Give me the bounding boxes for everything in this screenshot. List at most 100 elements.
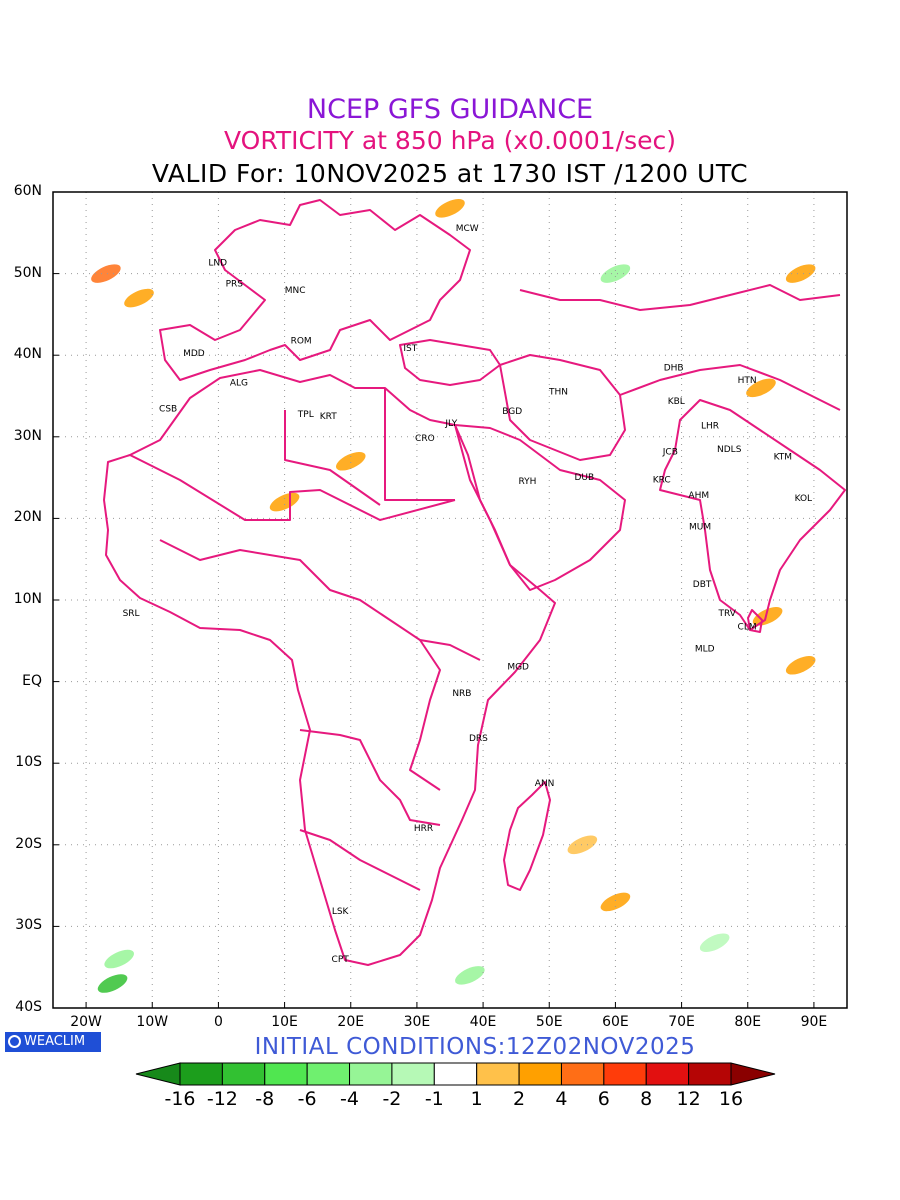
colorbar-swatches — [135, 1062, 776, 1086]
colorbar-swatch — [433, 1062, 478, 1086]
station-label: MUM — [689, 523, 711, 533]
y-axis-label: 10N — [13, 591, 42, 607]
vorticity-patch — [91, 264, 121, 283]
station-label: DHB — [664, 364, 684, 374]
x-axis-label: 10W — [136, 1014, 169, 1030]
colorbar-label: 6 — [597, 1088, 610, 1110]
station-label: HRR — [414, 824, 433, 834]
colorbar-swatch — [349, 1062, 393, 1086]
colorbar-label: 2 — [513, 1088, 526, 1110]
station-label: TPL — [297, 410, 314, 420]
map-subtitle-variable: VORTICITY at 850 hPa (x0.0001/sec) — [223, 126, 676, 155]
europe-coastline — [159, 199, 471, 381]
y-axis-label: 30S — [15, 917, 42, 934]
station-label: DRS — [469, 734, 488, 744]
station-label: MLD — [695, 644, 715, 654]
vorticity-patch — [435, 199, 465, 218]
vorticity-patch — [335, 452, 366, 471]
station-label: ANN — [535, 779, 555, 789]
station-label: KOL — [795, 494, 813, 504]
egypt-border — [384, 388, 455, 501]
colorbar-high-arrow — [730, 1062, 776, 1086]
map-title: NCEP GFS GUIDANCE — [306, 94, 594, 125]
y-axis-label: 60N — [13, 183, 42, 199]
station-label: NRB — [452, 689, 471, 699]
station-label: CSB — [159, 404, 177, 414]
station-label: IST — [403, 344, 417, 354]
colorbar-swatch — [264, 1062, 308, 1086]
weaclim-badge[interactable]: WEACLIM — [5, 1032, 101, 1052]
iran-border — [499, 354, 626, 461]
colorbar-label: 12 — [676, 1088, 701, 1110]
colorbar-swatch — [306, 1062, 351, 1086]
colorbar-label: -16 — [164, 1088, 196, 1110]
axis-ticks — [53, 191, 815, 1009]
station-label: CRO — [415, 434, 435, 444]
colorbar-swatch — [179, 1062, 223, 1086]
vorticity-patch — [124, 288, 154, 308]
station-label: SRL — [123, 609, 140, 619]
station-label: ROM — [291, 337, 312, 347]
x-axis-label: 0 — [213, 1014, 223, 1030]
country-borders — [103, 199, 846, 966]
colorbar-label: 4 — [555, 1088, 568, 1110]
x-axis-label: 20E — [337, 1014, 365, 1030]
vorticity-patch — [97, 974, 128, 993]
y-axis-label: 20N — [13, 509, 42, 526]
station-label: NDLS — [717, 445, 742, 455]
southern-africa-border — [299, 829, 421, 891]
y-axis-label: 40S — [15, 999, 42, 1015]
vorticity-patch — [785, 264, 816, 283]
x-axis-label: 40E — [469, 1014, 497, 1030]
y-axis-label: 40N — [13, 346, 42, 363]
y-axis-label: 30N — [13, 427, 42, 444]
station-label: KRC — [653, 475, 671, 485]
station-label: KRT — [320, 412, 338, 422]
station-label: MCW — [456, 224, 479, 234]
madagascar-coastline — [503, 781, 551, 891]
colorbar-swatch — [603, 1062, 647, 1086]
station-label: MGD — [507, 662, 529, 672]
colorbar-swatch — [645, 1062, 690, 1086]
colorbar-swatch — [221, 1062, 266, 1086]
vorticity-patch — [746, 378, 776, 398]
africa-coastline — [103, 369, 556, 966]
station-label: THN — [548, 387, 568, 397]
station-label: JCB — [662, 448, 678, 458]
sri-lanka-coastline — [747, 609, 763, 633]
station-label: ALG — [230, 378, 248, 388]
x-axis-label: 60E — [602, 1014, 629, 1030]
station-label: MDD — [183, 349, 205, 359]
colorbar-label: 16 — [718, 1088, 744, 1110]
station-label: KTM — [774, 453, 792, 463]
colorbar-low-arrow — [135, 1062, 181, 1086]
central-asia-border-2 — [619, 364, 841, 411]
vorticity-shading — [91, 199, 816, 993]
libya-border — [284, 410, 381, 506]
sahel-border — [159, 539, 481, 661]
station-label: DBT — [693, 580, 712, 590]
colorbar-swatch — [688, 1062, 732, 1086]
station-label: TRV — [718, 609, 737, 619]
badge-text: WEACLIM — [24, 1034, 86, 1049]
station-label: KBL — [668, 397, 685, 407]
station-label: LSK — [332, 907, 350, 917]
vorticity-patch — [752, 607, 783, 626]
anatolia-coastline — [399, 339, 501, 386]
station-label: CPT — [332, 955, 350, 965]
x-axis-label: 80E — [734, 1014, 762, 1030]
east-africa-border — [409, 639, 441, 791]
vorticity-patch — [785, 656, 816, 675]
station-label: HTN — [738, 376, 757, 386]
colorbar-swatch — [476, 1062, 520, 1086]
colorbar-label: 1 — [470, 1088, 483, 1110]
colorbar-label: -12 — [206, 1088, 238, 1110]
y-axis-label: 50N — [13, 264, 42, 281]
station-label: PRS — [226, 280, 244, 290]
vorticity-patch — [600, 264, 631, 283]
station-label: AHM — [688, 491, 709, 501]
x-axis-label: 10E — [271, 1014, 298, 1030]
x-axis-label: 90E — [800, 1014, 828, 1030]
